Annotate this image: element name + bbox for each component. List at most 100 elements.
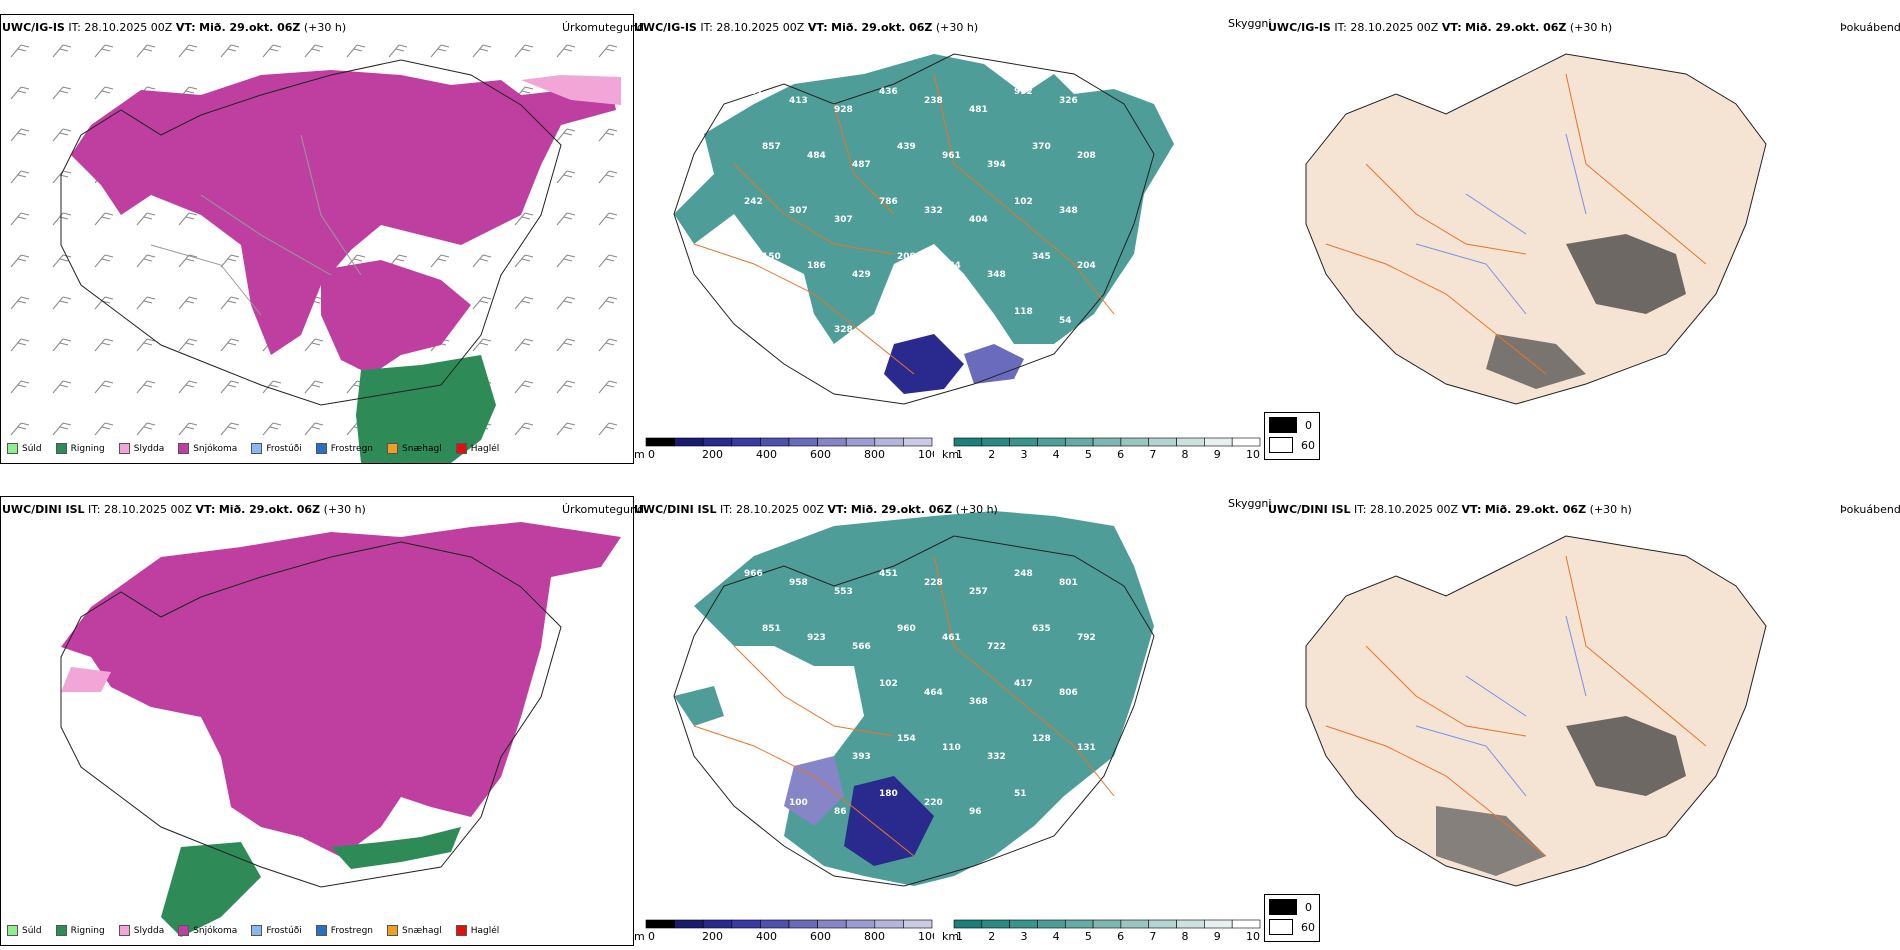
colorbar-swatch <box>981 437 1010 447</box>
ceiling-label: 851 <box>762 624 781 634</box>
ceiling-label: 200 <box>897 252 916 262</box>
legend-swatch <box>455 443 467 454</box>
wind-barb <box>556 44 576 58</box>
colorbar-swatch <box>1092 437 1122 447</box>
wind-barb <box>52 338 72 352</box>
ceiling-label: 460 <box>969 325 988 335</box>
wind-barb <box>598 212 618 226</box>
rivers <box>1415 133 1587 315</box>
wind-barb <box>136 44 156 58</box>
rain-area <box>356 355 496 463</box>
wind-barb <box>514 296 534 310</box>
colorbar-tick: 5 <box>1085 930 1092 943</box>
wind-barb <box>52 380 72 394</box>
legend-label: Snjókoma <box>193 443 238 454</box>
wind-barb <box>514 338 534 352</box>
wind-barb <box>430 254 450 268</box>
ceiling-label: 102 <box>1014 197 1033 207</box>
ceiling-area-2 <box>964 344 1024 384</box>
colorbar-tick: 3 <box>1020 930 1027 943</box>
ceiling-label: 220 <box>924 798 943 808</box>
wind-barb <box>94 380 114 394</box>
colorbar-tick: 1000 <box>918 448 934 461</box>
colorbar-swatch <box>1204 919 1233 929</box>
wind-barb <box>10 44 30 58</box>
legend-label: Rigning <box>70 925 105 936</box>
legend-item: Haglél <box>455 443 499 454</box>
colorbar-swatch <box>1120 919 1150 929</box>
wind-barb <box>10 338 30 352</box>
colorbar-tick: 6 <box>1117 930 1124 943</box>
wind-barb <box>136 254 156 268</box>
legend-item: Rigning <box>55 443 105 454</box>
rain-area-2 <box>331 827 461 869</box>
ceiling-label: 150 <box>762 252 781 262</box>
ceiling-label: 307 <box>834 215 853 225</box>
legend-item: Frostregn <box>315 925 373 936</box>
cloud-map-row2: 966 958 553 451 228 257 248 801 851 923 566 960 461 7… <box>673 511 1155 887</box>
ceiling-label: 722 <box>987 642 1006 652</box>
ceiling-labels: 966 958 553 451 228 257 248 801 851 923 566 960 461 7… <box>744 569 1096 817</box>
ceiling-area <box>844 776 934 866</box>
ceiling-label: 484 <box>807 151 826 161</box>
ceiling-label: 348 <box>1059 206 1078 216</box>
ceiling-label: 792 <box>1077 633 1096 643</box>
wind-barb <box>220 44 240 58</box>
wind-barb <box>304 44 324 58</box>
legend-label: Frostúði <box>266 443 302 454</box>
ceiling-label: 242 <box>744 197 763 207</box>
colorbar-tick: 0 <box>648 930 655 943</box>
colorbar-tick: 800 <box>864 448 885 461</box>
wind-barb <box>136 380 156 394</box>
legend-item: Frostúði <box>251 925 302 936</box>
wind-barb <box>514 380 534 394</box>
wind-barb <box>598 254 618 268</box>
colorbar-swatch <box>874 919 904 929</box>
ceiling-label: 992 <box>1014 87 1033 97</box>
rivers <box>150 134 362 316</box>
ceiling-label: 413 <box>789 96 808 106</box>
colorbar-swatch <box>788 437 818 447</box>
legend-label: Frostúði <box>266 925 302 936</box>
ceiling-label: 75 <box>879 307 892 317</box>
wind-barb <box>556 422 576 436</box>
wind-barb <box>556 170 576 184</box>
wind-barb <box>598 44 618 58</box>
colorbar-tick: 1 <box>956 448 963 461</box>
colorbar-unit: km <box>942 448 959 461</box>
ceiling-label: 764 <box>834 697 853 707</box>
ceiling-label: 131 <box>1077 743 1096 753</box>
wind-barb <box>220 296 240 310</box>
colorbar-swatch <box>1231 919 1261 929</box>
wind-barb <box>136 212 156 226</box>
fog-shade-2 <box>1486 334 1586 389</box>
ceiling-colorbar-row1: m0 200 400 600 800 1000 <box>634 436 946 464</box>
precip-map-row1 <box>10 44 621 463</box>
sleet-area <box>521 75 621 105</box>
ceiling-label: 417 <box>1014 679 1033 689</box>
wind-barb <box>220 338 240 352</box>
wind-barb <box>304 380 324 394</box>
fog-shade <box>1566 234 1686 314</box>
wind-barb <box>220 254 240 268</box>
ceiling-label: 96 <box>969 807 982 817</box>
visibility-colorbar-row2: km 1 2 3 4 5 6 7 8 9 10 <box>942 918 1262 946</box>
fog-legend-label: 0 <box>1305 418 1312 432</box>
colorbar-tick: 2 <box>988 448 995 461</box>
legend-label: Snæhagl <box>402 443 442 454</box>
ceiling-label: 966 <box>744 569 763 579</box>
colorbar-swatch <box>1176 919 1205 929</box>
cloud-map-row1: 361 413 928 436 238 481 992 326 857 484 487 439 961 3… <box>673 53 1174 405</box>
ceiling-label: 348 <box>987 270 1006 280</box>
colorbar-tick: 0 <box>648 448 655 461</box>
fog-legend-label: 0 <box>1305 900 1312 914</box>
ceiling-label: 439 <box>897 142 916 152</box>
wind-barb <box>52 296 72 310</box>
legend-swatch <box>118 925 130 936</box>
colorbar-swatch <box>1148 437 1177 447</box>
fog-panel-row1: 0 60 <box>1264 14 1900 464</box>
wind-barb <box>556 338 576 352</box>
ceiling-label: 806 <box>1059 688 1078 698</box>
ceiling-label: 248 <box>1014 569 1033 579</box>
ceiling-label: 960 <box>897 624 916 634</box>
